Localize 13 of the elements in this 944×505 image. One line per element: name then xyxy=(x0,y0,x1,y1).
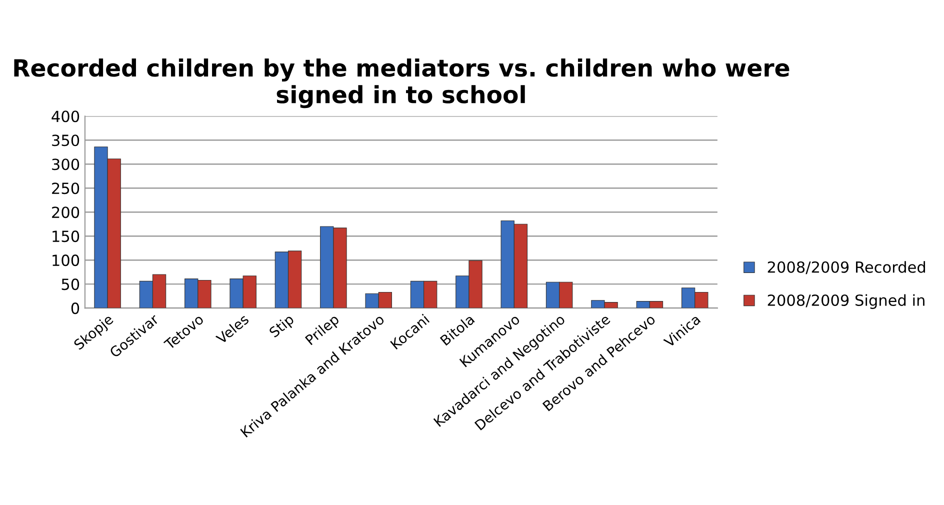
y-tick-label: 400 xyxy=(52,110,80,122)
y-tick-label: 350 xyxy=(52,134,80,146)
x-tick-label: Stip xyxy=(268,313,296,340)
y-tick-label: 100 xyxy=(52,254,80,266)
legend-label: 2008/2009 Recorded xyxy=(768,261,926,274)
y-tick-label: 50 xyxy=(62,278,80,290)
legend-label: 2008/2009 Signed in xyxy=(768,294,924,309)
y-tick-label: 150 xyxy=(52,230,80,242)
y-tick-label: 300 xyxy=(52,158,80,170)
y-tick-label: 0 xyxy=(71,302,80,314)
y-tick-label: 200 xyxy=(52,206,80,218)
chart-title: Recorded children by the mediators vs. children who were signed in to school xyxy=(14,58,790,108)
y-tick-label: 250 xyxy=(52,182,80,194)
